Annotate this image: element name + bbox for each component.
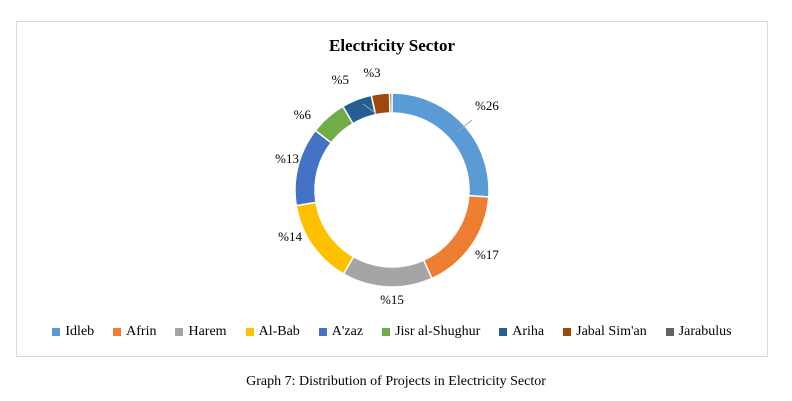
data-label: %26	[475, 98, 499, 113]
chart-area: Electricity Sector %26 %17 %15 %14 %13 %6 %5 %3…	[16, 21, 768, 357]
legend-swatch	[245, 328, 254, 336]
legend-item: Jisr al-Shughur	[382, 324, 480, 340]
legend-item: Jarabulus	[665, 324, 732, 340]
data-label: %15	[380, 292, 404, 307]
slice-afrin	[422, 194, 490, 280]
data-label: %14	[278, 229, 302, 244]
figure-caption: Graph 7: Distribution of Projects in Ele…	[246, 374, 546, 389]
legend-label: Jabal Sim'an	[576, 324, 647, 339]
slice-jarabulus	[388, 92, 393, 114]
legend-label: Afrin	[126, 324, 157, 339]
legend-item: A'zaz	[318, 324, 364, 340]
legend-swatch	[665, 328, 674, 336]
legend-swatch	[113, 328, 122, 336]
donut-chart: %26 %17 %15 %14 %13 %6 %5 %3	[275, 65, 499, 307]
legend-label: Jisr al-Shughur	[395, 324, 481, 339]
legend-item: Jabal Sim'an	[563, 324, 647, 340]
legend-label: Al-Bab	[258, 324, 300, 339]
legend-swatch	[52, 328, 61, 336]
legend-item: Afrin	[113, 324, 156, 340]
data-label: %6	[294, 107, 312, 122]
legend-label: Idleb	[65, 324, 95, 339]
slice-harem	[342, 255, 433, 288]
slice-al-bab	[295, 201, 355, 275]
legend-label: Ariha	[512, 324, 545, 339]
legend-swatch	[499, 328, 508, 336]
legend-swatch	[563, 328, 572, 336]
legend-swatch	[318, 328, 327, 336]
legend-item: Idleb	[52, 324, 94, 340]
data-label: %5	[332, 72, 349, 87]
chart-title: Electricity Sector	[328, 36, 455, 55]
legend-label: Jarabulus	[678, 324, 732, 339]
data-label: %17	[475, 247, 499, 262]
slice-a-zaz	[294, 129, 333, 207]
legend-item: Harem	[175, 324, 227, 340]
legend-swatch	[175, 328, 184, 336]
legend-label: Harem	[188, 324, 227, 339]
legend-item: Al-Bab	[245, 324, 300, 340]
legend-label: A'zaz	[331, 324, 364, 339]
data-label: %3	[363, 65, 380, 80]
legend-item: Ariha	[499, 324, 544, 340]
leader-line	[456, 119, 473, 133]
leader-line	[362, 103, 378, 115]
data-label: %13	[275, 151, 299, 166]
chart-legend: Idleb Afrin Harem Al-Bab A'zaz Jisr al-Shughu…	[17, 324, 767, 340]
legend-swatch	[382, 328, 391, 336]
